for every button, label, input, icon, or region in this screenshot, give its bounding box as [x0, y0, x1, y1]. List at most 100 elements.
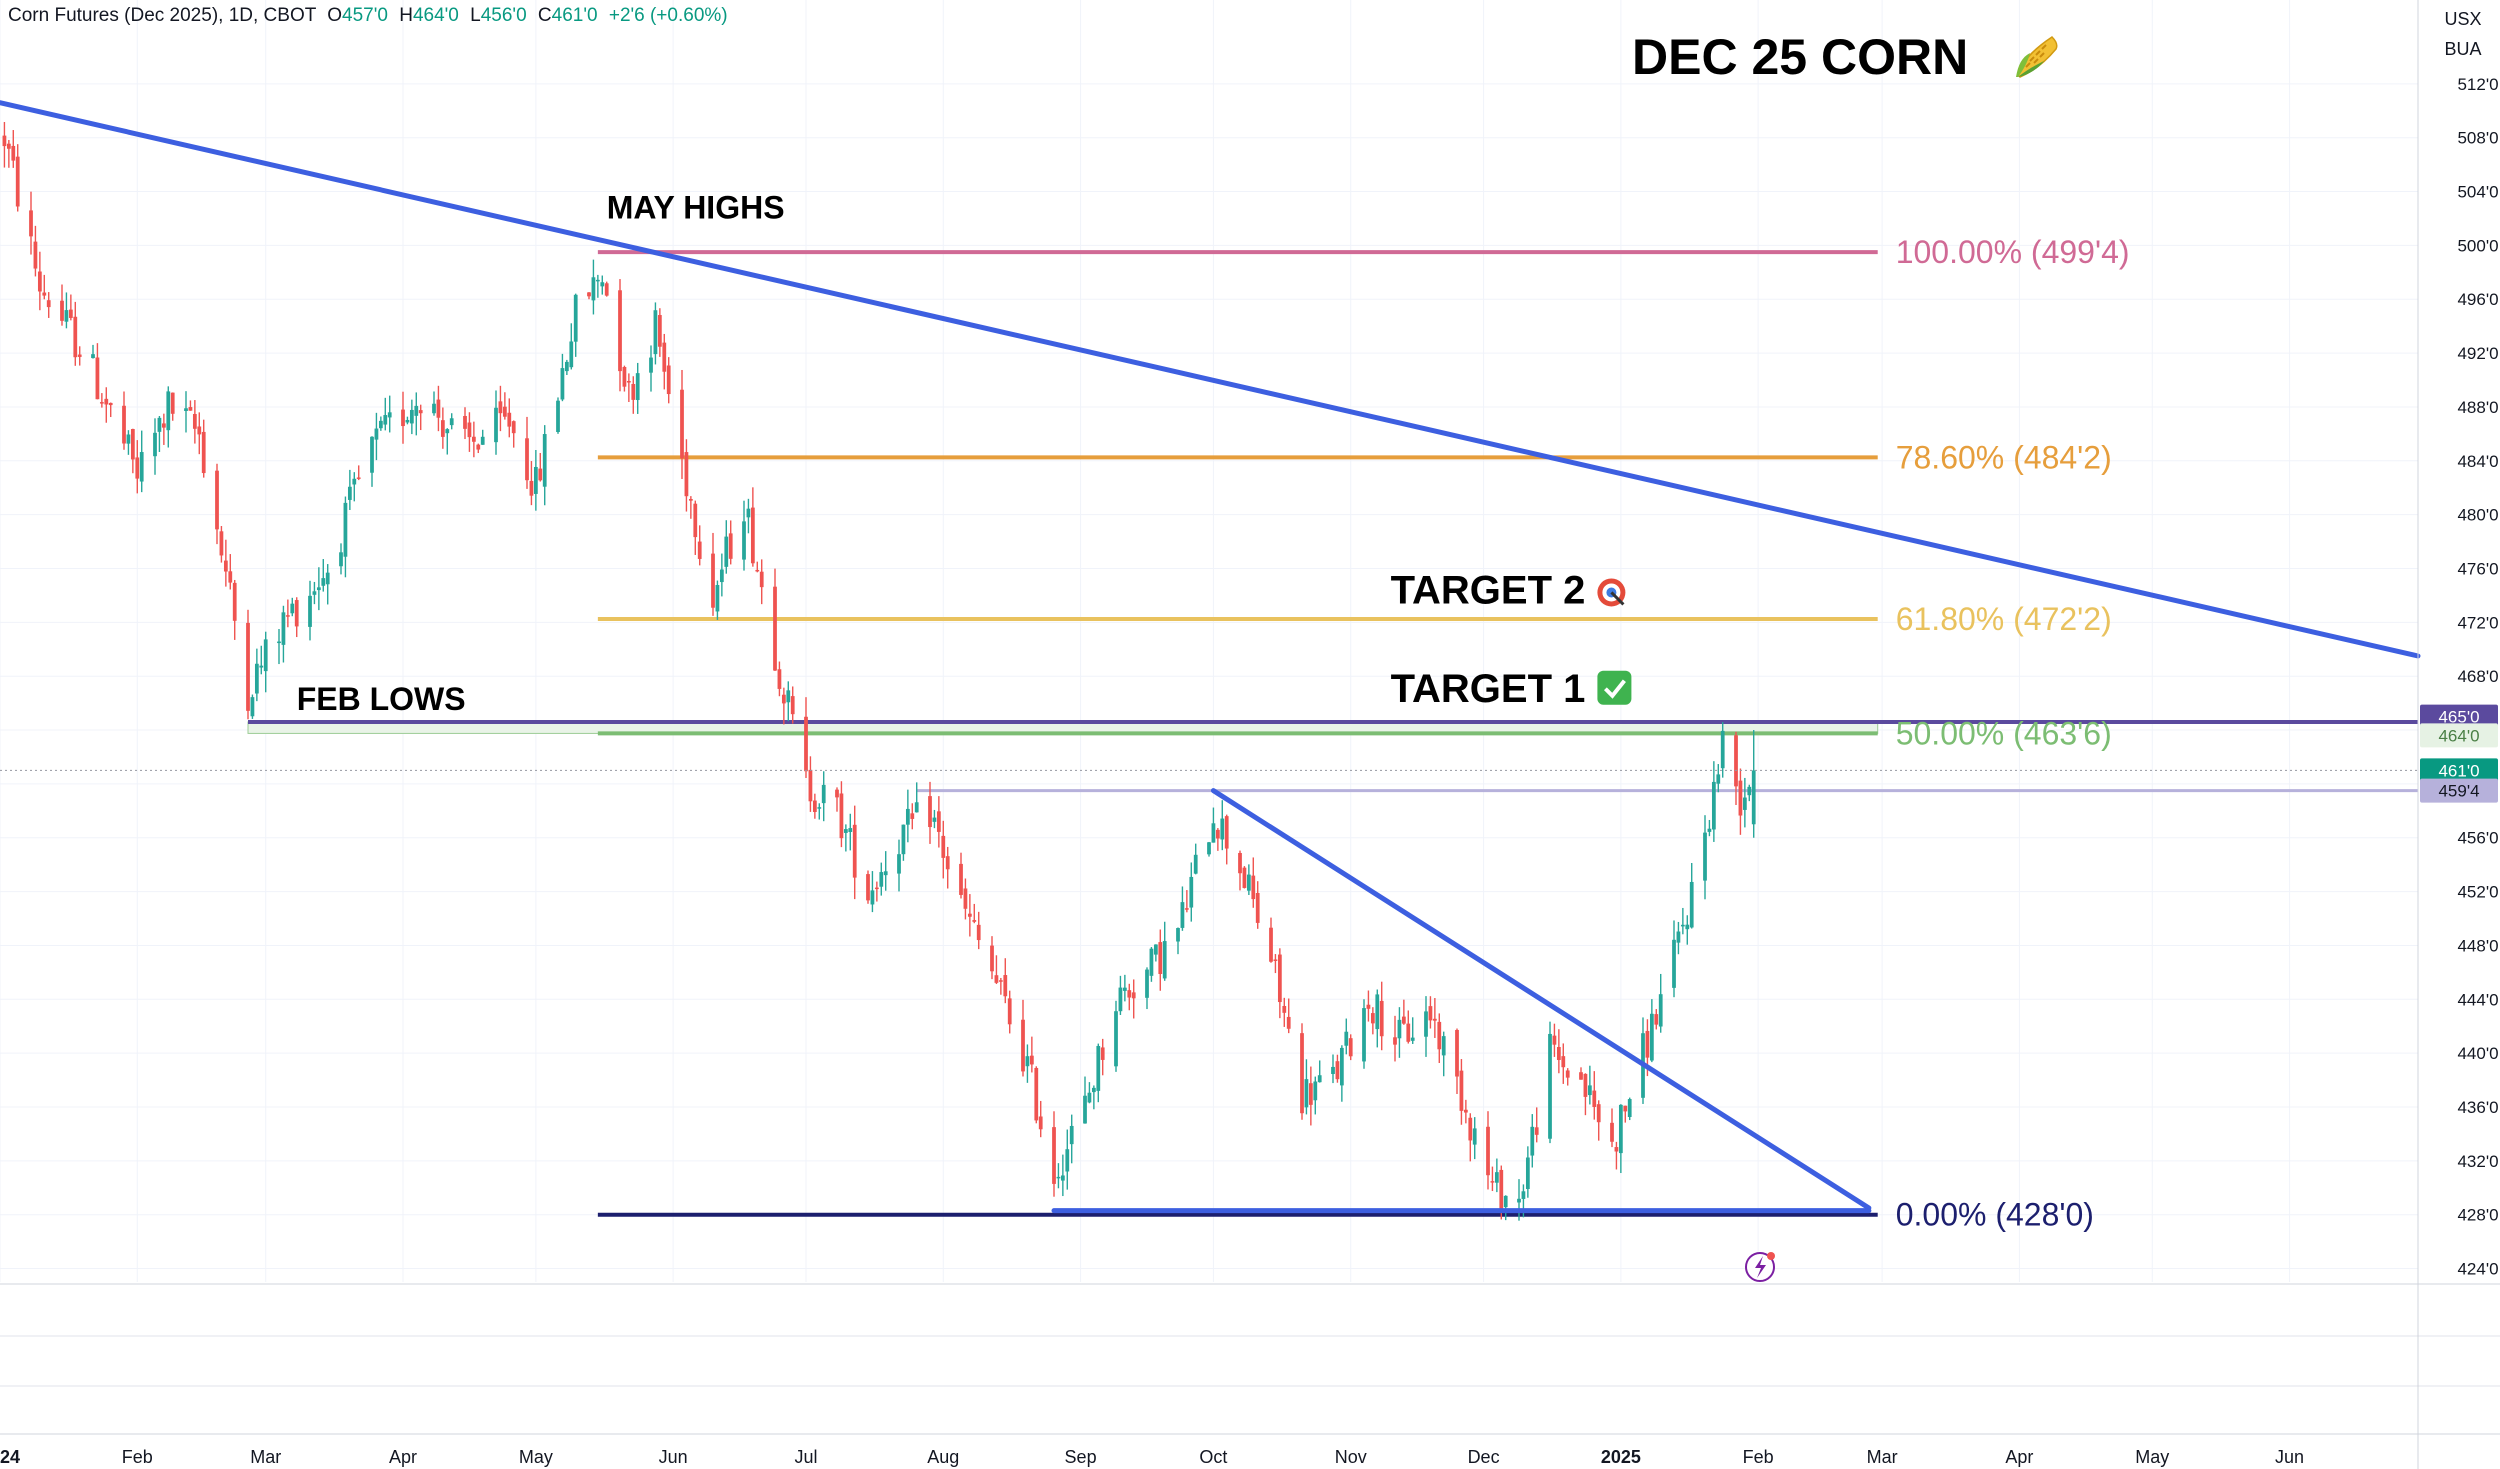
candle	[1220, 800, 1225, 851]
candle	[356, 465, 361, 481]
candle	[724, 520, 729, 574]
fib-levels	[247, 250, 2418, 1217]
candle-body	[1220, 818, 1225, 840]
candle	[480, 429, 485, 445]
candle	[1747, 784, 1752, 802]
trendlines	[0, 100, 2421, 1214]
candle-body	[374, 428, 379, 440]
candle	[843, 824, 848, 852]
candle	[1680, 907, 1685, 935]
candle-body	[1716, 774, 1721, 784]
candle	[1556, 1029, 1561, 1074]
candle-body	[1463, 1109, 1468, 1113]
candle-body	[1534, 1127, 1539, 1135]
candle	[46, 292, 51, 318]
candle-body	[595, 279, 600, 282]
candle-body	[746, 508, 751, 518]
candle	[228, 554, 233, 590]
candle	[635, 362, 640, 414]
candle	[436, 385, 441, 432]
candle-body	[817, 807, 822, 809]
candle	[378, 416, 383, 431]
candle	[184, 391, 188, 433]
candle-body	[1339, 1047, 1344, 1086]
candle	[618, 279, 622, 392]
candle	[556, 397, 560, 434]
candle-body	[352, 478, 357, 485]
y-tick-label: 512'0	[2457, 75, 2498, 94]
candle	[1707, 819, 1712, 837]
candle	[352, 472, 357, 502]
candle	[1339, 1045, 1344, 1102]
candle-body	[790, 696, 795, 715]
y-tick-label: 484'0	[2457, 452, 2498, 471]
candle	[538, 452, 543, 482]
candle	[383, 397, 388, 431]
candle-body	[631, 383, 636, 400]
candle	[1118, 975, 1123, 1015]
candle-body	[104, 398, 109, 405]
candle-body	[480, 436, 485, 445]
candle	[666, 357, 671, 404]
candle-body	[945, 856, 950, 870]
candle-body	[1658, 994, 1663, 1027]
candle	[1317, 1060, 1322, 1083]
candle-body	[914, 802, 919, 813]
candle	[728, 520, 733, 565]
candle	[6, 139, 11, 168]
candle	[1711, 761, 1716, 842]
candle	[1100, 1038, 1105, 1076]
y-tick-label: 504'0	[2457, 183, 2498, 202]
candle	[719, 553, 724, 597]
currency-unit-button[interactable]: USX BUA	[2426, 4, 2500, 68]
candle-body	[277, 641, 281, 644]
candle-body	[990, 945, 994, 972]
candle	[277, 629, 281, 665]
x-tick-label: Aug	[927, 1447, 959, 1467]
candle	[595, 274, 600, 298]
candle-body	[587, 292, 591, 297]
candle	[254, 648, 259, 702]
candle-body	[414, 405, 419, 416]
candle-body	[1100, 1047, 1105, 1060]
candle	[1313, 1076, 1318, 1115]
candle-body	[1552, 1035, 1557, 1045]
candle-body	[812, 800, 817, 813]
candle-body	[711, 553, 715, 608]
candle	[405, 416, 410, 425]
grid-lines	[0, 0, 2418, 1282]
candle-body	[1007, 998, 1012, 1025]
price-tag-label: 461'0	[2438, 761, 2479, 780]
candle	[290, 597, 295, 617]
candle	[1685, 915, 1690, 945]
candle	[1003, 958, 1008, 1004]
candle	[1366, 990, 1371, 1022]
candle-body	[1468, 1117, 1473, 1141]
candle-body	[1707, 828, 1712, 832]
y-tick-label: 424'0	[2457, 1260, 2498, 1279]
candle	[542, 425, 547, 506]
candle-body	[215, 470, 219, 530]
candle	[1224, 814, 1229, 865]
candle-body	[786, 690, 791, 703]
candle-body	[1118, 987, 1123, 1012]
candle	[533, 450, 538, 511]
candle-body	[901, 824, 906, 855]
symbol-legend[interactable]: Corn Futures (Dec 2025), 1D, CBOT O457'0…	[8, 5, 728, 27]
candle-body	[1455, 1029, 1459, 1077]
level-labels: 100.00% (499'4) 78.60% (484'2) 61.80% (472…	[1896, 234, 2130, 1233]
candle-body	[719, 569, 724, 583]
candle	[879, 862, 884, 896]
high-label: H	[399, 5, 413, 26]
candle-body	[777, 669, 782, 689]
candle	[223, 539, 228, 587]
candle-body	[1521, 1191, 1526, 1199]
candle-body	[99, 402, 104, 404]
y-tick-label: 452'0	[2457, 883, 2498, 902]
candle-body	[1056, 1176, 1061, 1179]
candle	[432, 391, 436, 416]
chart-title: DEC 25 CORN	[1632, 28, 2064, 91]
candle	[680, 369, 684, 480]
candle	[64, 292, 69, 329]
